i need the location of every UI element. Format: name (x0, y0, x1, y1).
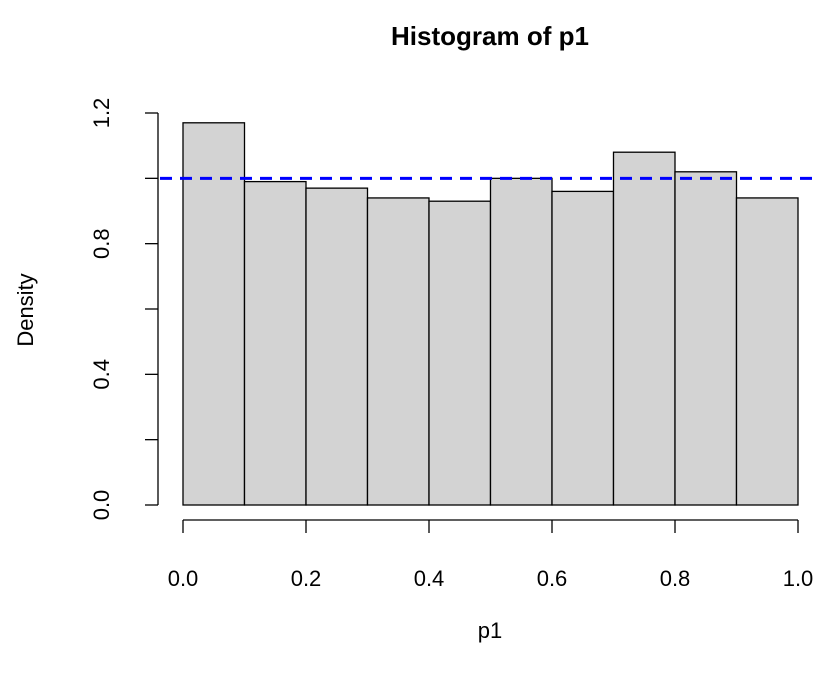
x-tick-label: 0.2 (291, 566, 322, 591)
y-tick-label: 0.4 (89, 359, 114, 390)
bar (243, 180, 307, 506)
bar (735, 197, 799, 506)
x-tick-label: 0.0 (168, 566, 199, 591)
bar (366, 197, 430, 506)
bar (428, 200, 492, 506)
x-tick-label: 0.8 (660, 566, 691, 591)
bar (489, 177, 553, 506)
chart-title: Histogram of p1 (391, 21, 589, 51)
bar (182, 122, 246, 506)
y-tick-label: 0.0 (89, 490, 114, 521)
x-tick-label: 0.4 (414, 566, 445, 591)
bar (551, 190, 615, 506)
bar (674, 171, 738, 506)
y-axis-label: Density (13, 273, 38, 346)
x-axis-label: p1 (478, 618, 502, 643)
y-tick-label: 0.8 (89, 228, 114, 259)
bar (612, 151, 676, 506)
x-tick-label: 1.0 (783, 566, 814, 591)
x-tick-label: 0.6 (537, 566, 568, 591)
y-tick-label: 1.2 (89, 98, 114, 129)
bar (305, 187, 369, 506)
